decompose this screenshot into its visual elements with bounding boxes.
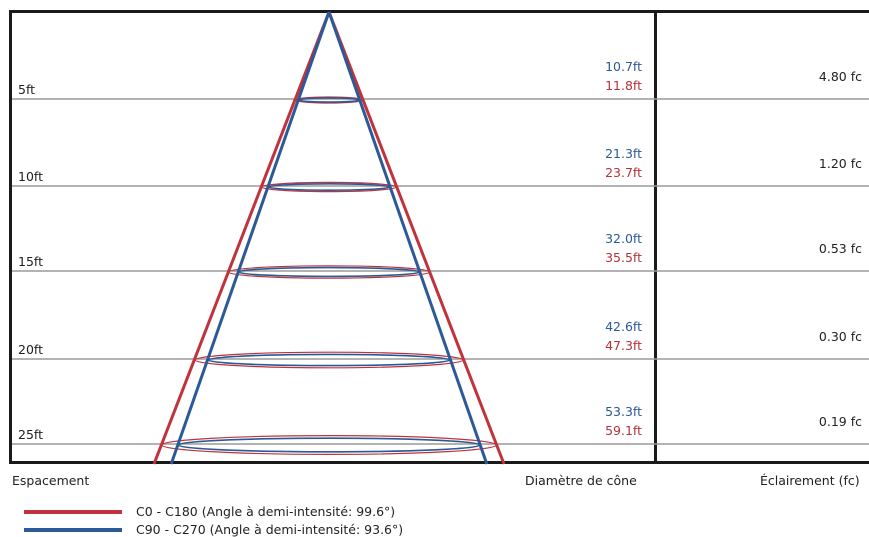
c0-diameter-value: 35.5ft bbox=[605, 250, 642, 265]
c90-diameter-value: 10.7ft bbox=[605, 59, 642, 74]
c0-diameter-value: 47.3ft bbox=[605, 338, 642, 353]
beam-ellipses bbox=[161, 96, 497, 456]
c90-diameter-value: 21.3ft bbox=[605, 146, 642, 161]
legend-item-c90: C90 - C270 (Angle à demi-intensité: 93.6… bbox=[24, 522, 403, 537]
legend-label-c90: C90 - C270 (Angle à demi-intensité: 93.6… bbox=[136, 522, 404, 537]
distance-label: 25ft bbox=[18, 427, 43, 442]
illuminance-value: 4.80 fc bbox=[818, 69, 862, 84]
c90-diameter-value: 32.0ft bbox=[605, 231, 642, 246]
distance-label: 15ft bbox=[18, 254, 43, 269]
legend-label-c0: C0 - C180 (Angle à demi-intensité: 99.6°… bbox=[136, 504, 396, 519]
illuminance-value: 0.19 fc bbox=[818, 414, 862, 429]
illuminance-value: 0.53 fc bbox=[818, 241, 862, 256]
c0-diameter-value: 11.8ft bbox=[605, 78, 642, 93]
c90-beam-ellipse bbox=[207, 353, 451, 367]
c0-cone-right bbox=[327, 11, 506, 465]
distance-grid-lines bbox=[12, 98, 869, 445]
c90-diameter-value: 53.3ft bbox=[605, 404, 642, 419]
c90-beam-ellipse bbox=[237, 266, 421, 278]
c90-beam-ellipse bbox=[177, 437, 481, 453]
c90-diameter-value: 42.6ft bbox=[605, 319, 642, 334]
c90-beam-ellipse bbox=[297, 97, 361, 103]
distance-label: 5ft bbox=[18, 82, 36, 97]
legend-item-c0: C0 - C180 (Angle à demi-intensité: 99.6°… bbox=[24, 504, 395, 519]
illuminance-value: 0.30 fc bbox=[818, 329, 862, 344]
c90-cone-left bbox=[169, 11, 331, 465]
distance-label: 20ft bbox=[18, 342, 43, 357]
c90-beam-ellipse bbox=[267, 183, 391, 192]
distance-label: 10ft bbox=[18, 169, 43, 184]
frame bbox=[9, 10, 869, 464]
c0-diameter-value: 23.7ft bbox=[605, 165, 642, 180]
illuminance-value: 1.20 fc bbox=[818, 156, 862, 171]
legend-swatch-c90 bbox=[24, 527, 122, 532]
cone-outlines bbox=[152, 11, 506, 465]
legend-swatch-c0 bbox=[24, 509, 122, 514]
c0-cone-left bbox=[152, 11, 331, 465]
illuminance-label: Éclairement (fc) bbox=[760, 473, 860, 488]
c0-diameter-value: 59.1ft bbox=[605, 423, 642, 438]
cone-diameter-label: Diamètre de cône bbox=[525, 473, 637, 488]
c90-cone-right bbox=[327, 11, 489, 465]
spacing-label: Espacement bbox=[12, 473, 90, 488]
